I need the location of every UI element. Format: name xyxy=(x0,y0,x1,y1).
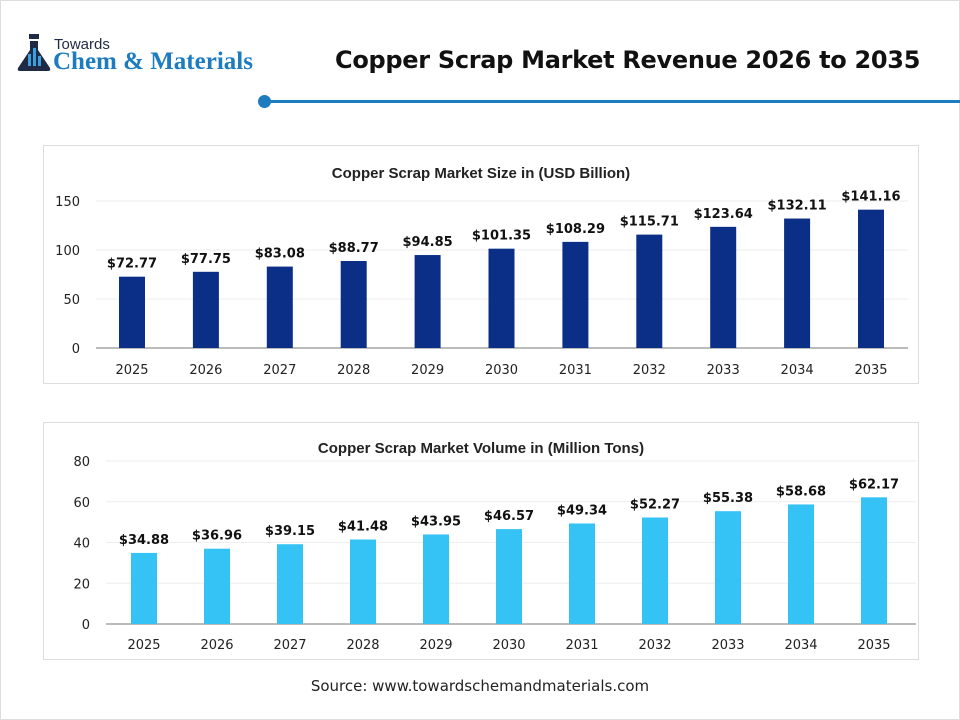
bar-2034 xyxy=(788,504,814,624)
data-label: $77.75 xyxy=(181,252,231,267)
title-rule-dot xyxy=(258,95,271,108)
bar-2028 xyxy=(350,539,376,624)
bar-2026 xyxy=(192,271,219,348)
source-text: Source: www.towardschemandmaterials.com xyxy=(310,677,650,695)
x-tick-label: 2032 xyxy=(633,363,666,378)
x-tick-label: 2033 xyxy=(711,638,744,653)
bar-2030 xyxy=(488,248,515,348)
bar-2029 xyxy=(423,534,449,624)
data-label: $36.96 xyxy=(192,529,242,544)
logo-brand: Chem & Materials xyxy=(53,48,253,75)
y-tick-label: 60 xyxy=(73,496,90,511)
y-tick-label: 50 xyxy=(63,293,80,308)
data-label: $41.48 xyxy=(338,519,388,534)
data-label: $72.77 xyxy=(107,257,157,272)
x-tick-label: 2035 xyxy=(857,638,890,653)
bar-2030 xyxy=(496,529,522,624)
data-label: $123.64 xyxy=(694,207,753,222)
bar-2027 xyxy=(266,266,293,348)
data-label: $55.38 xyxy=(703,491,753,506)
x-tick-label: 2025 xyxy=(127,638,160,653)
logo-towards: Towards xyxy=(54,36,110,53)
bar-2029 xyxy=(414,255,441,348)
data-label: $132.11 xyxy=(767,199,826,214)
market-volume-chart-svg: Copper Scrap Market Volume in (Million T… xyxy=(73,440,916,653)
y-tick-label: 0 xyxy=(82,618,90,633)
data-label: $108.29 xyxy=(546,222,605,237)
x-tick-label: 2034 xyxy=(784,638,817,653)
x-tick-label: 2034 xyxy=(781,363,814,378)
market-size-chart: Copper Scrap Market Size in (USD Billion… xyxy=(43,145,919,384)
x-tick-label: 2035 xyxy=(854,363,887,378)
data-label: $39.15 xyxy=(265,524,315,539)
bar-2035 xyxy=(861,497,887,624)
x-tick-label: 2027 xyxy=(273,638,306,653)
x-tick-label: 2028 xyxy=(346,638,379,653)
y-tick-label: 150 xyxy=(55,195,80,210)
market-volume-chart: Copper Scrap Market Volume in (Million T… xyxy=(43,422,919,660)
data-label: $101.35 xyxy=(472,229,531,244)
bar-2027 xyxy=(277,544,303,624)
y-tick-label: 80 xyxy=(73,455,90,470)
chart-title: Copper Scrap Market Volume in (Million T… xyxy=(318,440,644,457)
title-rule xyxy=(265,100,960,103)
data-label: $141.16 xyxy=(841,190,900,205)
y-tick-label: 100 xyxy=(55,244,80,259)
x-tick-label: 2033 xyxy=(707,363,740,378)
bar-2032 xyxy=(642,517,668,624)
x-tick-label: 2028 xyxy=(337,363,370,378)
x-tick-label: 2026 xyxy=(189,363,222,378)
data-label: $58.68 xyxy=(776,484,826,499)
bar-2031 xyxy=(569,523,595,624)
data-label: $34.88 xyxy=(119,533,169,548)
bar-2035 xyxy=(858,209,884,348)
x-tick-label: 2031 xyxy=(559,363,592,378)
bar-2025 xyxy=(119,276,145,348)
data-label: $43.95 xyxy=(411,514,461,529)
data-label: $52.27 xyxy=(630,497,680,512)
bar-2025 xyxy=(131,552,157,624)
data-label: $115.71 xyxy=(620,215,679,230)
x-tick-label: 2030 xyxy=(492,638,525,653)
y-tick-label: 40 xyxy=(73,537,90,552)
data-label: $49.34 xyxy=(557,503,607,518)
bar-2026 xyxy=(204,548,230,624)
flask-icon xyxy=(17,34,51,71)
y-tick-label: 0 xyxy=(72,342,80,357)
x-tick-label: 2030 xyxy=(485,363,518,378)
bar-2033 xyxy=(715,511,741,624)
data-label: $94.85 xyxy=(403,235,453,250)
market-size-chart-svg: Copper Scrap Market Size in (USD Billion… xyxy=(55,165,908,378)
data-label: $46.57 xyxy=(484,509,534,524)
page-title: Copper Scrap Market Revenue 2026 to 2035 xyxy=(335,46,921,74)
y-tick-label: 20 xyxy=(73,577,90,592)
logo: Towards Chem & Materials xyxy=(16,34,253,77)
x-tick-label: 2031 xyxy=(565,638,598,653)
x-tick-label: 2029 xyxy=(411,363,444,378)
bar-2034 xyxy=(784,218,811,348)
data-label: $62.17 xyxy=(849,477,899,492)
bar-2032 xyxy=(636,234,663,348)
data-label: $88.77 xyxy=(329,241,379,256)
x-tick-label: 2025 xyxy=(115,363,148,378)
x-tick-label: 2027 xyxy=(263,363,296,378)
x-tick-label: 2029 xyxy=(419,638,452,653)
bar-2031 xyxy=(562,241,589,348)
x-tick-label: 2032 xyxy=(638,638,671,653)
bar-2033 xyxy=(710,226,737,348)
bar-2028 xyxy=(340,261,367,348)
data-label: $83.08 xyxy=(255,247,305,262)
chart-title: Copper Scrap Market Size in (USD Billion… xyxy=(332,165,630,182)
x-tick-label: 2026 xyxy=(200,638,233,653)
